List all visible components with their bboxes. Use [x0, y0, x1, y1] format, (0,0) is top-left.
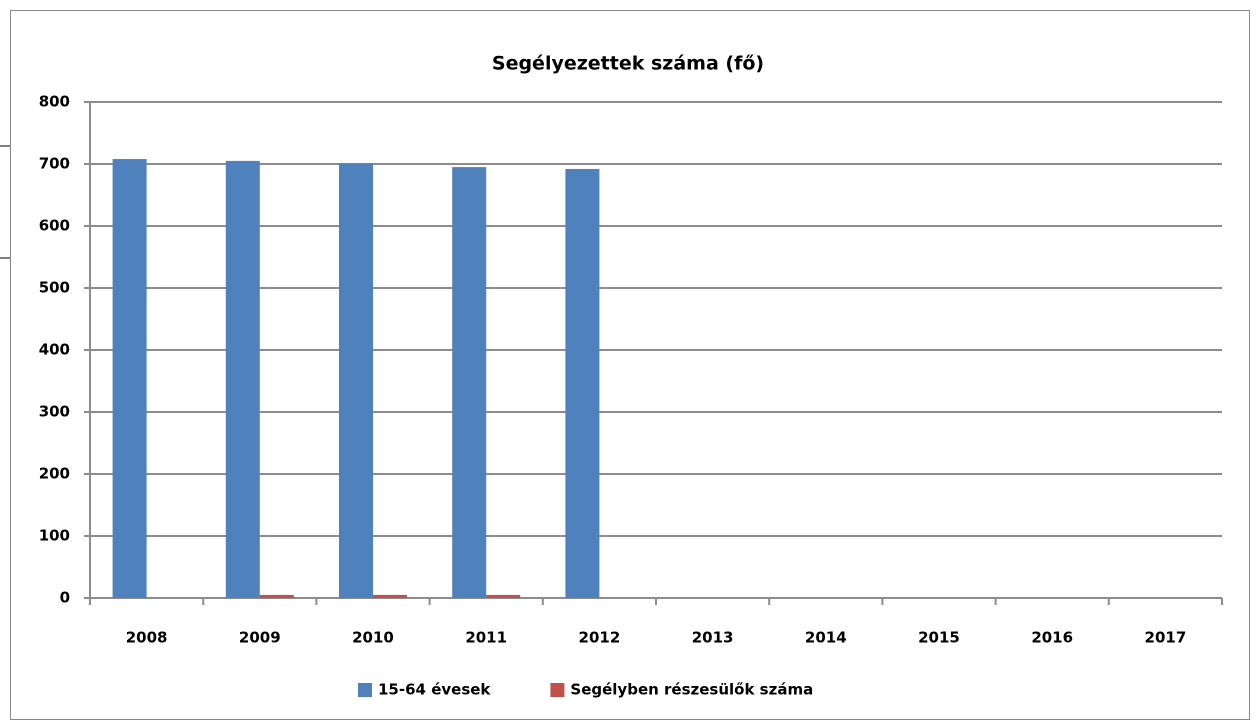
x-tick-label: 2009	[239, 629, 281, 647]
legend-label: Segélyben részesülők száma	[570, 681, 813, 699]
y-tick-label: 200	[39, 465, 70, 483]
y-tick-label: 700	[39, 155, 70, 173]
legend-label: 15-64 évesek	[378, 681, 491, 699]
y-tick-label: 0	[60, 589, 70, 607]
bar	[225, 160, 260, 598]
x-tick-label: 2017	[1145, 629, 1187, 647]
x-tick-label: 2013	[692, 629, 734, 647]
bar	[339, 163, 373, 598]
legend-swatch	[550, 683, 565, 697]
bar	[373, 594, 407, 598]
x-tick-label: 2014	[805, 629, 847, 647]
y-tick-label: 800	[39, 93, 70, 111]
x-tick-label: 2008	[126, 629, 168, 647]
bar	[112, 159, 147, 599]
x-tick-label: 2016	[1031, 629, 1073, 647]
y-tick-label: 100	[39, 527, 70, 545]
bar	[259, 594, 294, 598]
bar	[565, 168, 600, 598]
y-tick-label: 300	[39, 403, 70, 421]
x-tick-label: 2011	[465, 629, 507, 647]
y-tick-label: 500	[39, 279, 70, 297]
x-tick-label: 2012	[579, 629, 621, 647]
chart-title: Segélyezettek száma (fő)	[492, 53, 764, 75]
y-tick-label: 600	[39, 217, 70, 235]
y-tick-label: 400	[39, 341, 70, 359]
x-tick-label: 2010	[352, 629, 394, 647]
chart-frame	[10, 10, 1250, 720]
legend-swatch	[358, 683, 372, 697]
bar	[452, 167, 487, 598]
x-tick-label: 2015	[918, 629, 960, 647]
bar	[486, 594, 521, 598]
